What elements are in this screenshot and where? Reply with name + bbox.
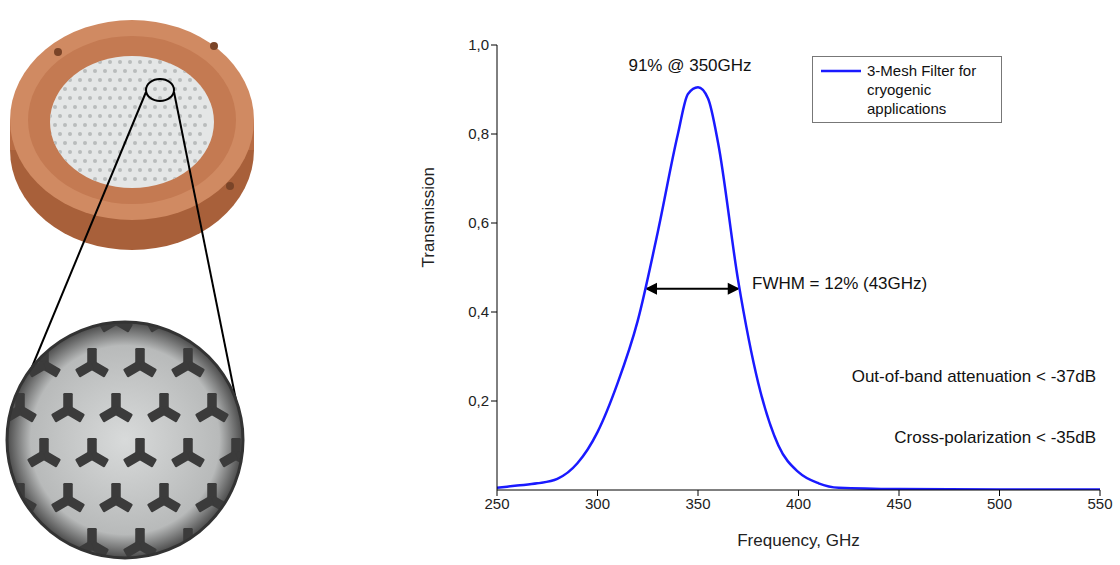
svg-text:500: 500 (987, 495, 1012, 512)
svg-text:Frequency, GHz: Frequency, GHz (737, 531, 860, 550)
svg-text:450: 450 (886, 495, 911, 512)
html-text:3-Mesh Filter for cryogenic ap: 3-Mesh Filter for cryogenic applications (867, 62, 977, 117)
html-text:Cross-polarization < -35dB: Cross-polarization < -35dB (894, 428, 1096, 447)
html-text:FWHM = 12% (43GHz): FWHM = 12% (43GHz) (752, 274, 928, 293)
svg-text:0,6: 0,6 (468, 214, 489, 231)
svg-text:400: 400 (786, 495, 811, 512)
html-text:Out-of-band attenuation < -37d: Out-of-band attenuation < -37dB (851, 367, 1096, 386)
svg-text:0,2: 0,2 (468, 392, 489, 409)
svg-text:550: 550 (1087, 495, 1112, 512)
svg-text:300: 300 (585, 495, 610, 512)
html-text:91% @ 350GHz: 91% @ 350GHz (628, 56, 752, 75)
svg-text:1,0: 1,0 (468, 36, 489, 53)
svg-text:0,4: 0,4 (468, 303, 489, 320)
svg-text:350: 350 (685, 495, 710, 512)
svg-text:Transmission: Transmission (419, 167, 438, 267)
svg-text:0,8: 0,8 (468, 125, 489, 142)
svg-text:250: 250 (484, 495, 509, 512)
